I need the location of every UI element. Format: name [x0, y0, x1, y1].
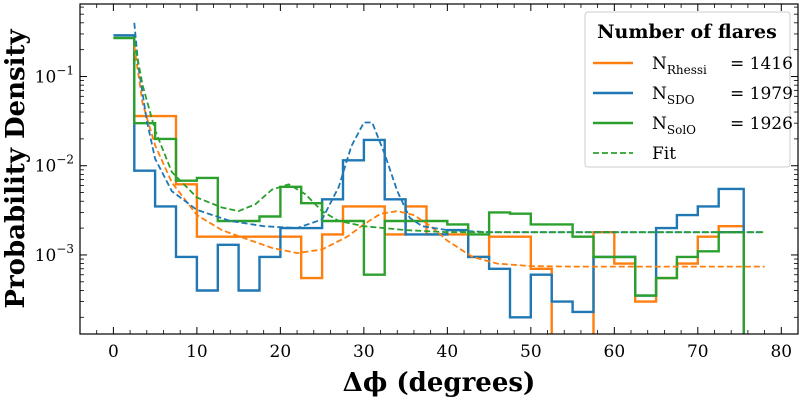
x-tick-label: 20: [270, 342, 292, 362]
tick-layer: 0 10 20 30 40 50 60 70 80 10−1 10−2 10−3: [35, 4, 798, 362]
x-tick-label: 80: [770, 342, 792, 362]
x-tick-label: 70: [687, 342, 709, 362]
x-axis-title: Δϕ (degrees): [343, 368, 536, 398]
x-tick-label: 10: [186, 342, 208, 362]
x-tick-label: 60: [604, 342, 626, 362]
fit-solo-fit: [133, 40, 765, 234]
legend: Number of flares NRhessi = 1416 NSDO = 1979…: [584, 11, 793, 168]
legend-title: Number of flares: [597, 21, 777, 43]
legend-label-solo: NSolO = 1926: [652, 114, 793, 137]
y-axis-title: Probability Density: [1, 29, 31, 309]
legend-box: [584, 11, 791, 168]
y-tick-label: 10−3: [35, 242, 74, 266]
x-tick-label: 40: [437, 342, 459, 362]
legend-label-fit: Fit: [652, 144, 676, 164]
legend-label-sdo: NSDO = 1979: [652, 84, 793, 107]
legend-label-rhessi: NRhessi = 1416: [652, 54, 793, 77]
x-tick-label: 50: [520, 342, 542, 362]
y-tick-label: 10−2: [35, 153, 74, 177]
plot-frame: [79, 3, 799, 335]
x-tick-label: 30: [353, 342, 375, 362]
legend-entries: NRhessi = 1416 NSDO = 1979 NSolO = 1926 Fit: [593, 54, 793, 164]
x-tick-label: 0: [108, 342, 119, 362]
y-tick-label: 10−1: [35, 64, 74, 88]
fit-layer: [133, 22, 765, 268]
histogram-layer: [113, 34, 745, 334]
fit-sdo-fit: [133, 22, 765, 234]
histogram-solo: [113, 36, 745, 334]
